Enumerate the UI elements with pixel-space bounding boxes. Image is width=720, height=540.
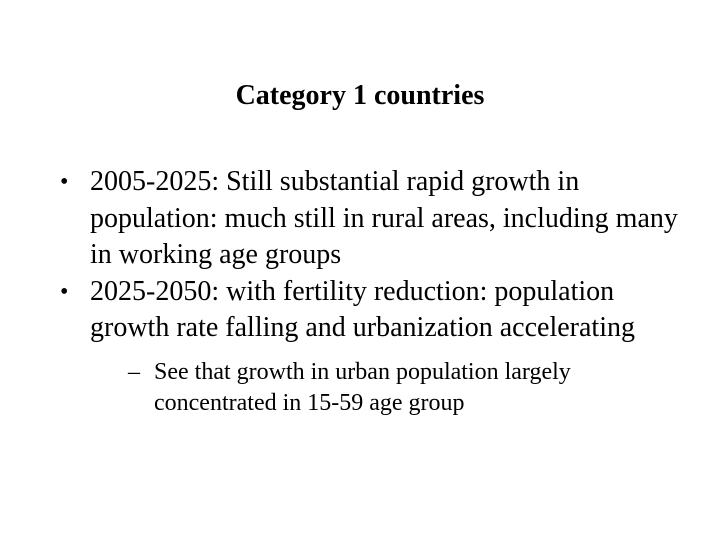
bullet-item: • 2005-2025: Still substantial rapid gro… <box>56 164 696 274</box>
sub-bullet-list: – See that growth in urban population la… <box>90 357 696 419</box>
sub-bullet-marker: – <box>128 358 140 385</box>
sub-bullet-text: See that growth in urban population larg… <box>154 358 571 416</box>
slide-title: Category 1 countries <box>235 80 485 111</box>
bullet-marker: • <box>60 278 69 305</box>
bullet-marker: • <box>60 169 69 195</box>
bullet-list: • 2005-2025: Still substantial rapid gro… <box>56 164 696 419</box>
sub-bullet-item: – See that growth in urban population la… <box>90 357 696 419</box>
bullet-text: 2005-2025: Still substantial rapid growt… <box>90 166 678 270</box>
bullet-item: • 2025-2050: with fertility reduction: p… <box>56 274 696 419</box>
bullet-text: 2025-2050: with fertility reduction: pop… <box>90 275 635 344</box>
